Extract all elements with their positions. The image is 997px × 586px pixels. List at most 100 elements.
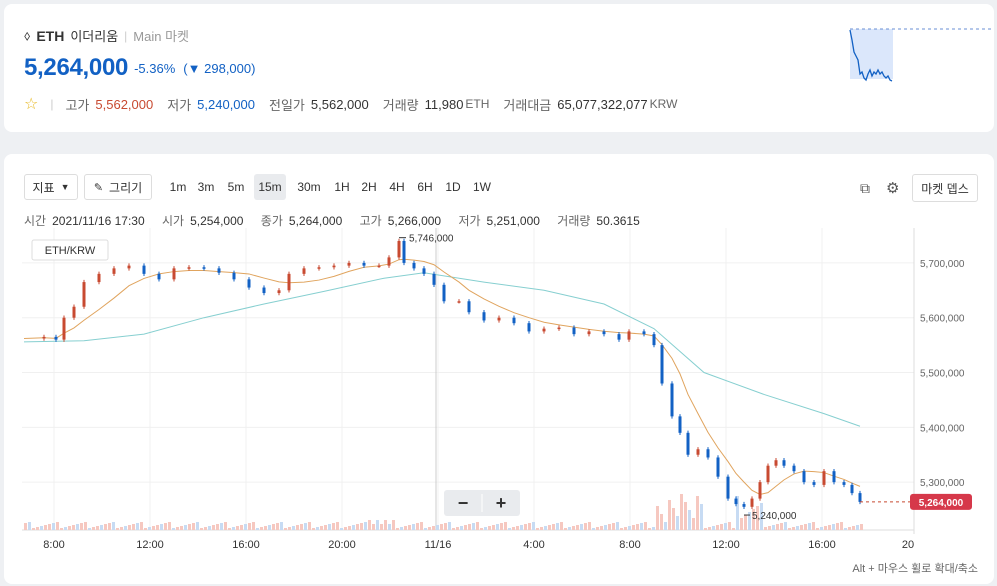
timeframe-1H[interactable]: 1H [334,180,350,194]
ohlc-info: 시간 2021/11/16 17:30 시가 5,254,000 종가 5,264,0… [24,212,654,229]
indicator-button[interactable]: 지표 ▼ [24,174,78,200]
candle-body [332,265,336,268]
volume-bar [536,528,539,530]
volume-bar [796,526,799,530]
candle-body [377,265,381,268]
volume-bar [164,523,167,530]
timeframe-2H[interactable]: 2H [361,180,377,194]
candle-body [277,290,281,294]
timeframe-1W[interactable]: 1W [473,180,491,194]
volume-bar [56,522,59,530]
x-tick-label: 16:00 [808,539,836,551]
current-price-label: 5,264,000 [919,498,964,509]
candle-body [202,267,206,269]
zoom-in-button[interactable]: + [496,493,507,513]
volume-bar [468,524,471,530]
volume-bar [540,527,543,530]
volume-bar [472,523,475,530]
volume-bar [292,526,295,530]
volume-bar [460,526,463,530]
volume-bar [448,522,451,530]
market-depth-button[interactable]: 마켓 뎁스 [912,174,978,202]
volume-bar [140,522,143,530]
timeframe-3m[interactable]: 3m [197,180,215,194]
change-rate: -5.36% [134,60,176,76]
timeframe-1D[interactable]: 1D [445,180,461,194]
candle-body [187,267,191,269]
volume-bar [788,528,791,530]
volume-bar [152,526,155,530]
candle-body [467,301,471,313]
volume-bar [408,525,411,530]
volume-bar [748,512,751,530]
close-value: 5,264,000 [288,214,343,228]
volume-bar [708,527,711,530]
volume-bar [200,528,203,530]
volume-bar [860,524,863,530]
volume-bar [456,527,459,530]
favorite-star-icon[interactable]: ☆ [24,96,39,113]
timeframe-6H[interactable]: 6H [417,180,433,194]
timeframe-4H[interactable]: 4H [389,180,405,194]
volume-bar [672,508,675,530]
volume-bar [184,525,187,530]
volume-bar [712,526,715,530]
timeframe-15m[interactable]: 15m [254,174,286,200]
popout-icon[interactable]: ⧉ [860,180,870,196]
gear-icon[interactable]: ⚙ [886,180,900,197]
volume-bar [480,528,483,530]
candle-body [572,327,576,335]
coin-name: 이더리움 [70,29,119,44]
volume-bar [608,524,611,530]
amount-unit: KRW [649,97,678,111]
time-value: 2021/11/16 17:30 [52,214,145,228]
volume-bar [68,526,71,530]
volume-bar [816,528,819,530]
volume-bar [692,518,695,530]
draw-button[interactable]: ✎ 그리기 [84,174,152,200]
volume-bar [820,527,823,530]
volume-bar [296,525,299,530]
volume-bar [396,528,399,530]
volume-bar [352,525,355,530]
volume-bar [160,524,163,530]
candle-body [42,336,46,339]
volume-bar [436,525,439,530]
y-tick-label: 5,600,000 [920,314,965,325]
zoom-controls[interactable]: − + [444,490,520,516]
ethereum-icon: ⬨ [24,27,31,43]
volume-bar [284,528,287,530]
volume-bar [400,527,403,530]
low-value: 5,251,000 [486,214,540,228]
volume-bar [92,527,95,530]
volume-bar [732,528,735,530]
candle-body [232,272,236,280]
x-tick-label: 12:00 [712,539,740,551]
volume-bar [572,526,575,530]
candle-body [247,279,251,288]
volume-value: 50.3615 [596,214,640,228]
volume-bar [324,525,327,530]
candle-body [750,498,754,507]
high-label: 고가 [359,214,382,228]
volume-bar [220,523,223,530]
volume-bar [700,504,703,530]
change-amount-value: 298,000) [204,60,256,76]
timeframe-5m[interactable]: 5m [227,180,245,194]
volume-value: 11,980 [424,96,464,112]
candlestick-chart[interactable]: 5,700,000 5,600,000 5,500,000 5,400,000 5,30… [4,226,994,566]
current-price: 5,264,000 [24,54,129,81]
volume-bar [344,527,347,530]
volume-bar [108,523,111,530]
volume-bar [360,523,363,530]
volume-bar [576,525,579,530]
volume-bar [88,528,91,530]
volume-bar [40,526,43,530]
volume-bar [792,527,795,530]
volume-bar [440,524,443,530]
volume-bar [564,528,567,530]
candle-body [412,262,416,269]
zoom-out-button[interactable]: − [458,493,469,513]
timeframe-1m[interactable]: 1m [169,180,187,194]
timeframe-30m[interactable]: 30m [297,180,321,194]
